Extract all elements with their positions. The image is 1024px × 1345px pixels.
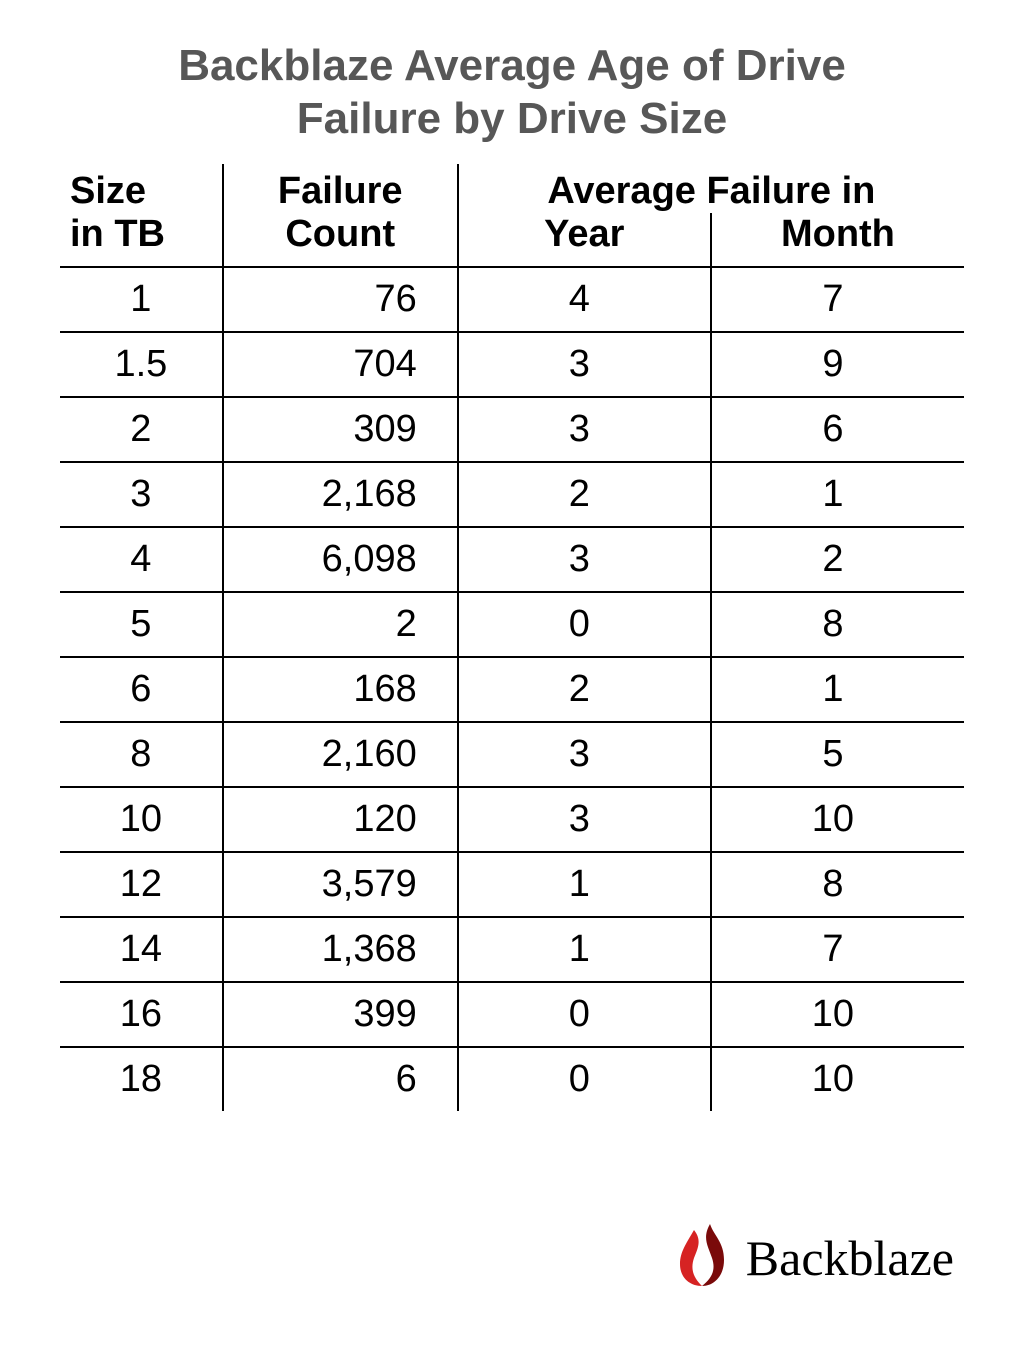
header-month: Month xyxy=(711,213,964,267)
cell-size: 3 xyxy=(60,462,223,527)
cell-month: 7 xyxy=(711,917,964,982)
cell-month: 8 xyxy=(711,852,964,917)
cell-size: 2 xyxy=(60,397,223,462)
cell-count: 168 xyxy=(223,657,458,722)
brand-footer: Backblaze xyxy=(672,1220,954,1295)
cell-count: 2,160 xyxy=(223,722,458,787)
cell-size: 1.5 xyxy=(60,332,223,397)
cell-month: 1 xyxy=(711,462,964,527)
cell-month: 5 xyxy=(711,722,964,787)
page-container: Backblaze Average Age of Drive Failure b… xyxy=(0,0,1024,1345)
table-body: 176471.57043923093632,1682146,0983252086… xyxy=(60,267,964,1111)
flame-icon xyxy=(672,1220,732,1295)
cell-count: 3,579 xyxy=(223,852,458,917)
header-size-line1: Size xyxy=(60,164,223,213)
header-size-line2: in TB xyxy=(60,213,223,267)
cell-size: 4 xyxy=(60,527,223,592)
cell-count: 1,368 xyxy=(223,917,458,982)
cell-size: 16 xyxy=(60,982,223,1047)
cell-count: 6,098 xyxy=(223,527,458,592)
cell-year: 2 xyxy=(458,462,711,527)
cell-count: 6 xyxy=(223,1047,458,1111)
cell-count: 2,168 xyxy=(223,462,458,527)
header-avg-failure-group: Average Failure in xyxy=(458,164,964,213)
cell-year: 3 xyxy=(458,397,711,462)
cell-size: 18 xyxy=(60,1047,223,1111)
brand-name: Backblaze xyxy=(746,1229,954,1287)
table-header: Size Failure Average Failure in in TB Co… xyxy=(60,164,964,267)
title-line-2: Failure by Drive Size xyxy=(297,94,727,143)
cell-year: 1 xyxy=(458,917,711,982)
cell-year: 0 xyxy=(458,982,711,1047)
table-row: 46,09832 xyxy=(60,527,964,592)
table-row: 32,16821 xyxy=(60,462,964,527)
header-count-line1: Failure xyxy=(223,164,458,213)
table-row: 616821 xyxy=(60,657,964,722)
cell-count: 76 xyxy=(223,267,458,332)
cell-year: 0 xyxy=(458,592,711,657)
table-header-row-2: in TB Count Year Month xyxy=(60,213,964,267)
table-row: 17647 xyxy=(60,267,964,332)
cell-year: 4 xyxy=(458,267,711,332)
cell-year: 3 xyxy=(458,527,711,592)
cell-size: 5 xyxy=(60,592,223,657)
table-row: 10120310 xyxy=(60,787,964,852)
cell-count: 309 xyxy=(223,397,458,462)
cell-year: 3 xyxy=(458,332,711,397)
table-row: 5208 xyxy=(60,592,964,657)
cell-month: 1 xyxy=(711,657,964,722)
table-row: 141,36817 xyxy=(60,917,964,982)
title-line-1: Backblaze Average Age of Drive xyxy=(178,41,846,90)
table-row: 123,57918 xyxy=(60,852,964,917)
page-title: Backblaze Average Age of Drive Failure b… xyxy=(60,40,964,146)
cell-month: 7 xyxy=(711,267,964,332)
cell-month: 2 xyxy=(711,527,964,592)
cell-year: 2 xyxy=(458,657,711,722)
cell-size: 10 xyxy=(60,787,223,852)
cell-count: 399 xyxy=(223,982,458,1047)
drive-failure-table: Size Failure Average Failure in in TB Co… xyxy=(60,164,964,1111)
cell-count: 120 xyxy=(223,787,458,852)
cell-size: 14 xyxy=(60,917,223,982)
cell-month: 10 xyxy=(711,787,964,852)
cell-year: 0 xyxy=(458,1047,711,1111)
cell-month: 10 xyxy=(711,1047,964,1111)
header-year: Year xyxy=(458,213,711,267)
cell-size: 1 xyxy=(60,267,223,332)
cell-count: 2 xyxy=(223,592,458,657)
cell-year: 3 xyxy=(458,787,711,852)
header-count-line2: Count xyxy=(223,213,458,267)
cell-year: 1 xyxy=(458,852,711,917)
table-row: 186010 xyxy=(60,1047,964,1111)
cell-month: 10 xyxy=(711,982,964,1047)
table-row: 1.570439 xyxy=(60,332,964,397)
table-row: 16399010 xyxy=(60,982,964,1047)
cell-size: 6 xyxy=(60,657,223,722)
cell-year: 3 xyxy=(458,722,711,787)
cell-month: 8 xyxy=(711,592,964,657)
table-header-row-1: Size Failure Average Failure in xyxy=(60,164,964,213)
cell-size: 12 xyxy=(60,852,223,917)
table-row: 230936 xyxy=(60,397,964,462)
cell-count: 704 xyxy=(223,332,458,397)
cell-month: 6 xyxy=(711,397,964,462)
cell-size: 8 xyxy=(60,722,223,787)
cell-month: 9 xyxy=(711,332,964,397)
table-row: 82,16035 xyxy=(60,722,964,787)
